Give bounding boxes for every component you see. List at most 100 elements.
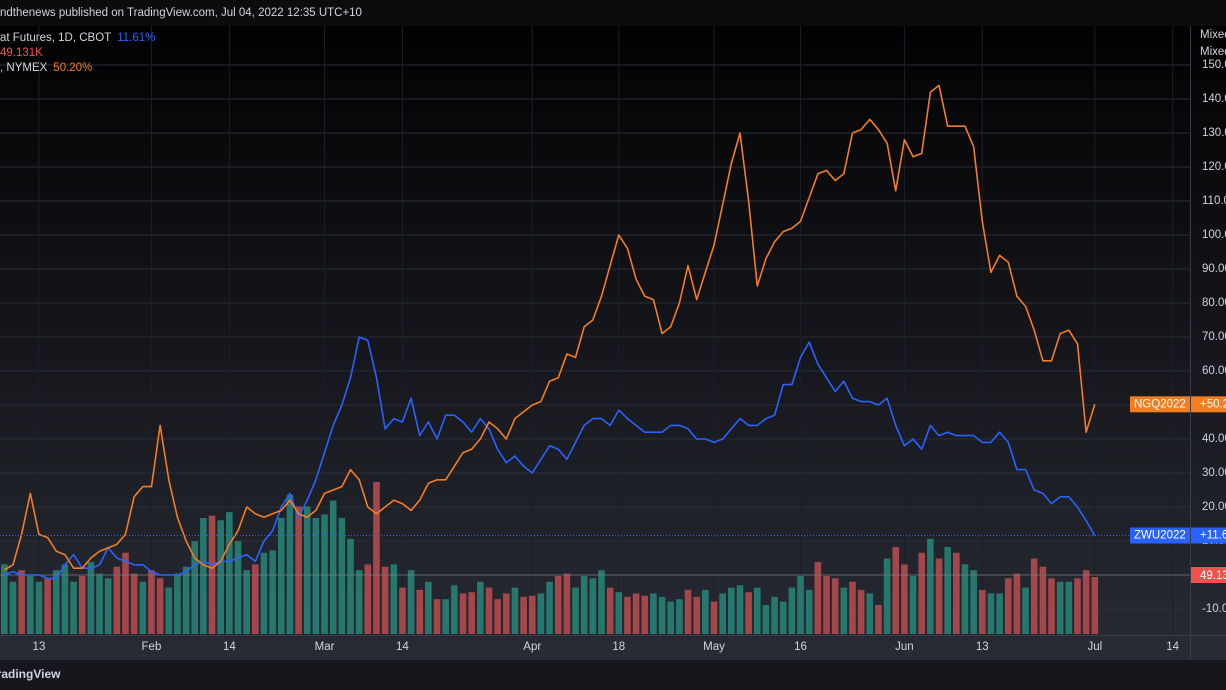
volume-bar	[459, 593, 467, 634]
volume-bar	[814, 562, 822, 634]
volume-bar	[269, 550, 276, 634]
volume-bar	[1091, 576, 1099, 634]
volume-bar	[104, 578, 112, 634]
volume-bar	[1082, 570, 1090, 634]
volume-bar	[996, 593, 1003, 634]
series-tag	[1130, 396, 1190, 413]
volume-bar	[788, 587, 796, 634]
volume-bar	[70, 581, 77, 634]
volume-bar	[416, 589, 424, 634]
volume-bar	[719, 593, 726, 634]
y-tick-label: 140.00	[1202, 93, 1226, 105]
top-bar	[0, 0, 1226, 26]
volume-bar	[1056, 581, 1064, 634]
x-tick-label: 14	[223, 641, 236, 653]
volume-bar	[165, 587, 173, 634]
volume-bar	[303, 506, 311, 634]
volume-bar	[918, 552, 926, 634]
volume-bar	[1074, 578, 1081, 634]
volume-tag-label: 49.131K	[1200, 570, 1226, 582]
volume-bar	[797, 575, 804, 634]
volume-bar	[624, 596, 631, 634]
volume-bar	[174, 573, 181, 634]
volume-bar	[650, 593, 657, 634]
scale-mode: Mixed	[1200, 46, 1226, 58]
volume-bar	[745, 592, 752, 634]
volume-bar	[234, 541, 242, 634]
value-tag	[1191, 396, 1226, 413]
x-tick-label: Jun	[895, 641, 914, 653]
volume-bar	[200, 517, 207, 634]
volume-bar	[598, 570, 605, 634]
volume-bar	[26, 575, 34, 634]
volume-bar	[364, 564, 372, 634]
volume-bar	[728, 587, 735, 634]
volume-bar	[1013, 573, 1021, 634]
y-tick-label: 110.00	[1202, 195, 1226, 207]
series-line	[4, 336, 1096, 580]
y-tick-label: 40.00	[1202, 433, 1226, 445]
x-tick-label: Jul	[1087, 641, 1102, 653]
volume-bar	[451, 585, 458, 634]
x-tick-label: 14	[396, 641, 409, 653]
volume-bar	[901, 564, 908, 634]
volume-bar	[606, 587, 614, 634]
volume-bar	[667, 601, 675, 634]
legend-entry: 49.131K	[0, 47, 43, 59]
volume-bar	[61, 564, 69, 634]
bottom-bar	[0, 660, 1226, 690]
volume-bar	[502, 593, 510, 634]
volume-bar	[156, 578, 164, 634]
volume-bar	[857, 589, 865, 634]
volume-bar	[113, 566, 121, 634]
x-tick-label: Apr	[523, 641, 541, 653]
volume-bar	[909, 575, 917, 634]
volume-bar	[615, 592, 623, 634]
volume-bar	[693, 596, 700, 634]
x-tick-label: May	[703, 641, 725, 653]
x-tick-label: 13	[33, 641, 46, 653]
volume-bar	[528, 595, 536, 634]
volume-bar	[1065, 581, 1073, 634]
volume-bar	[927, 538, 934, 634]
volume-bar	[978, 589, 986, 634]
volume-bar	[35, 581, 43, 634]
volume-bar	[191, 541, 199, 634]
volume-bar	[18, 570, 25, 634]
volume-bar	[295, 506, 302, 634]
volume-bar	[355, 570, 363, 634]
y-tick-label: 70.00	[1202, 331, 1226, 343]
volume-bar	[632, 593, 640, 634]
volume-bar	[442, 599, 450, 634]
volume-bar	[321, 514, 328, 634]
y-tick-label: -10.00	[1202, 603, 1226, 615]
volume-bar	[44, 578, 51, 634]
volume-bar	[433, 599, 441, 634]
volume-bar	[684, 589, 692, 634]
x-tick-label: 16	[794, 641, 807, 653]
volume-bar	[563, 573, 571, 634]
value-tag-label: +11.61%	[1200, 530, 1226, 542]
scale-mode: Mixed	[1200, 29, 1226, 41]
volume-bar	[425, 581, 432, 634]
y-tick-label: 30.00	[1202, 467, 1226, 479]
volume-bar	[961, 564, 969, 634]
footer: TradingView	[0, 667, 61, 681]
volume-bar	[252, 564, 259, 634]
volume-bar	[987, 593, 995, 634]
value-tag	[1191, 527, 1226, 544]
volume-bar	[381, 566, 389, 634]
volume-bar	[511, 587, 519, 634]
x-tick-label: Mar	[315, 641, 335, 653]
y-tick-label: 100.00	[1202, 229, 1226, 241]
volume-bar	[771, 596, 778, 634]
volume-bar	[494, 599, 501, 634]
volume-bar	[641, 595, 649, 634]
legend-name: at Futures, 1D, CBOT	[0, 32, 111, 44]
x-tick-label: 18	[612, 641, 625, 653]
volume-bar	[953, 552, 960, 634]
series-tag	[1130, 527, 1190, 544]
volume-bar	[260, 552, 268, 634]
volume-bar	[589, 578, 597, 634]
